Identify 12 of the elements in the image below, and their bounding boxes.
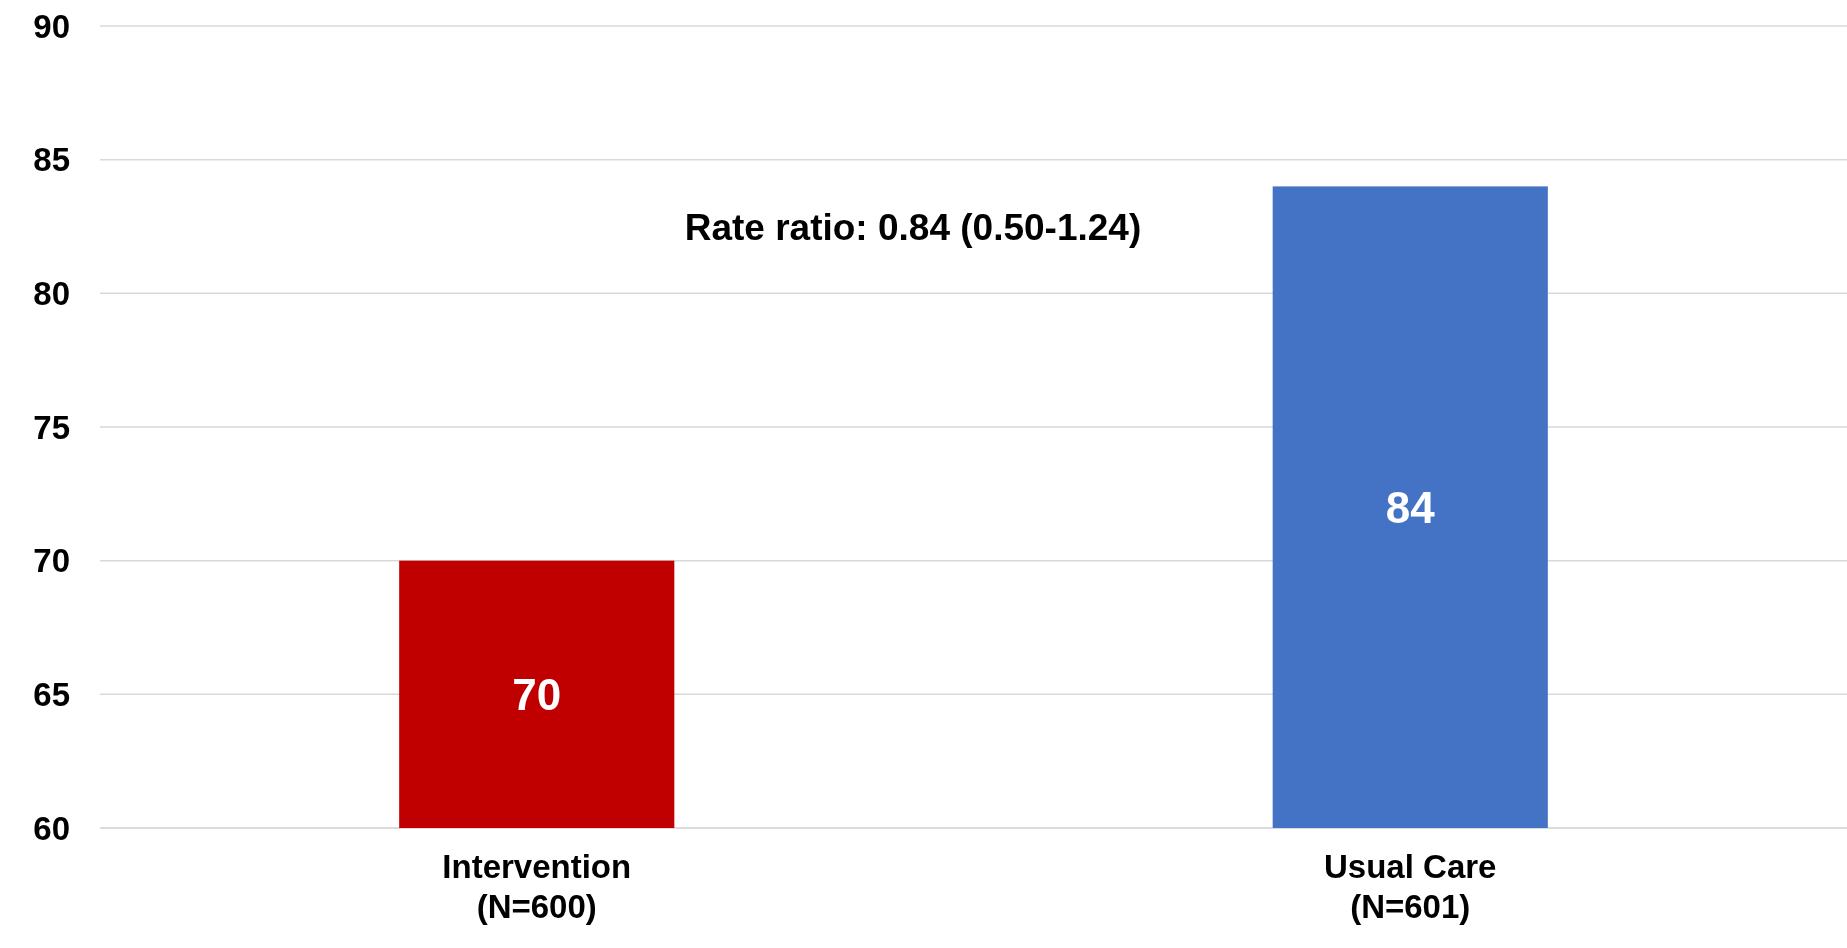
y-tick-label: 70: [33, 542, 70, 580]
x-tick-label: Intervention (N=600): [442, 848, 632, 925]
y-tick-label: 90: [33, 7, 70, 45]
y-tick-label: 60: [33, 809, 70, 847]
y-tick-label: 75: [33, 408, 70, 446]
data-label: 70: [512, 669, 562, 719]
annotation: Rate ratio: 0.84 (0.50-1.24): [684, 206, 1142, 248]
x-tick-label: Usual Care (N=601): [1324, 848, 1497, 925]
y-tick-label: 85: [33, 141, 70, 179]
data-label: 84: [1385, 482, 1436, 532]
y-tick-label: 80: [33, 274, 70, 312]
y-tick-label: 65: [33, 675, 70, 713]
